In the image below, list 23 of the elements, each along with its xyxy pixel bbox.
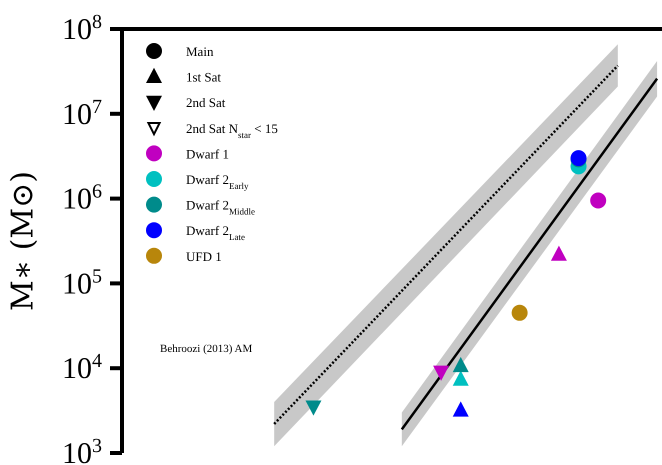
point [512, 304, 528, 321]
point [452, 401, 469, 417]
legend-label: Dwarf 2$_{Early}$ [186, 172, 249, 191]
y-tick-label: 10$^{5}$ [62, 265, 102, 300]
y-tick-label: 10$^{6}$ [62, 180, 102, 216]
legend-label: Dwarf 2$_{Middle}$ [186, 198, 255, 217]
y-tick-label: 10$^{8}$ [62, 11, 102, 46]
y-tick-label: 10$^{4}$ [62, 350, 102, 386]
point [452, 356, 469, 372]
legend-label: Dwarf 1 [186, 146, 229, 162]
point [452, 370, 469, 386]
legend-label: UFD 1 [186, 248, 222, 264]
point [590, 192, 606, 208]
legend-label: 2nd Sat [186, 95, 226, 110]
legend-label: Dwarf 2$_{Late}$ [186, 223, 245, 242]
legend-label: 1st Sat [186, 70, 222, 85]
annotation: Behroozi (2013) AM [160, 343, 252, 355]
y-tick-label: 10$^{7}$ [62, 96, 102, 131]
legend-label: Main [186, 44, 214, 59]
y-tick-label: 10$^{3}$ [62, 435, 102, 465]
legend-label: 2nd Sat N$_{star}$ < 15 [186, 120, 278, 140]
point [550, 246, 567, 261]
y-axis-title: M∗ (M⊙) [6, 171, 41, 311]
